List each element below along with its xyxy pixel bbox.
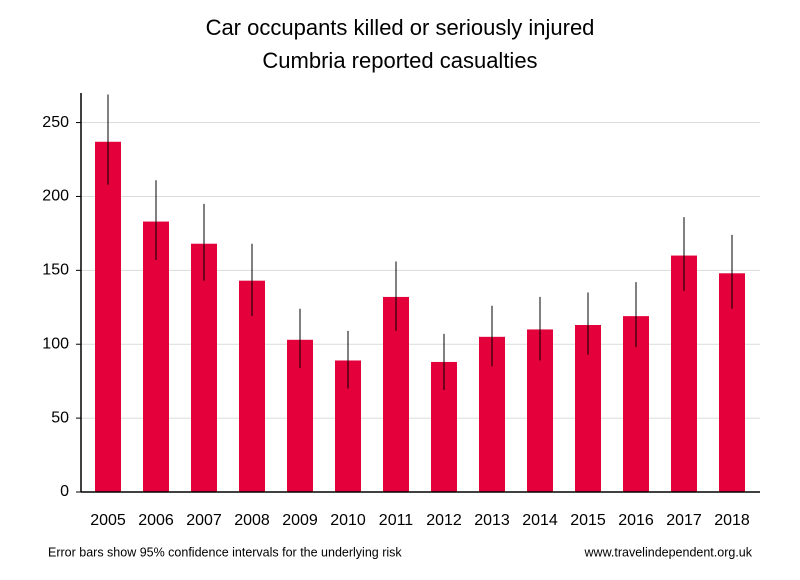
x-tick-label: 2015 (570, 512, 606, 529)
x-tick-label: 2010 (330, 512, 366, 529)
bar (143, 221, 169, 493)
footnote: Error bars show 95% confidence intervals… (48, 545, 402, 559)
x-tick-label: 2014 (522, 512, 558, 529)
x-tick-label: 2017 (666, 512, 702, 529)
x-tick-label: 2007 (186, 512, 222, 529)
source: www.travelindependent.org.uk (584, 545, 753, 559)
chart-title: Car occupants killed or seriously injure… (206, 15, 595, 40)
bar (95, 141, 121, 492)
y-tick-label: 0 (60, 483, 69, 500)
x-tick-label: 2011 (379, 512, 414, 529)
y-tick-label: 150 (42, 262, 69, 279)
x-tick-label: 2006 (138, 512, 174, 529)
x-tick-label: 2009 (282, 512, 318, 529)
x-tick-label: 2018 (714, 512, 750, 529)
x-tick-label: 2008 (234, 512, 270, 529)
bar (671, 255, 697, 492)
y-tick-label: 50 (51, 409, 69, 426)
bar (191, 243, 217, 492)
chart-subtitle: Cumbria reported casualties (262, 48, 537, 73)
y-tick-label: 200 (42, 188, 69, 205)
y-tick-label: 100 (42, 335, 69, 352)
x-tick-label: 2005 (90, 512, 126, 529)
x-tick-label: 2016 (618, 512, 654, 529)
x-tick-label: 2012 (426, 512, 462, 529)
y-tick-label: 250 (42, 114, 69, 131)
bar (719, 273, 745, 492)
x-tick-label: 2013 (474, 512, 510, 529)
